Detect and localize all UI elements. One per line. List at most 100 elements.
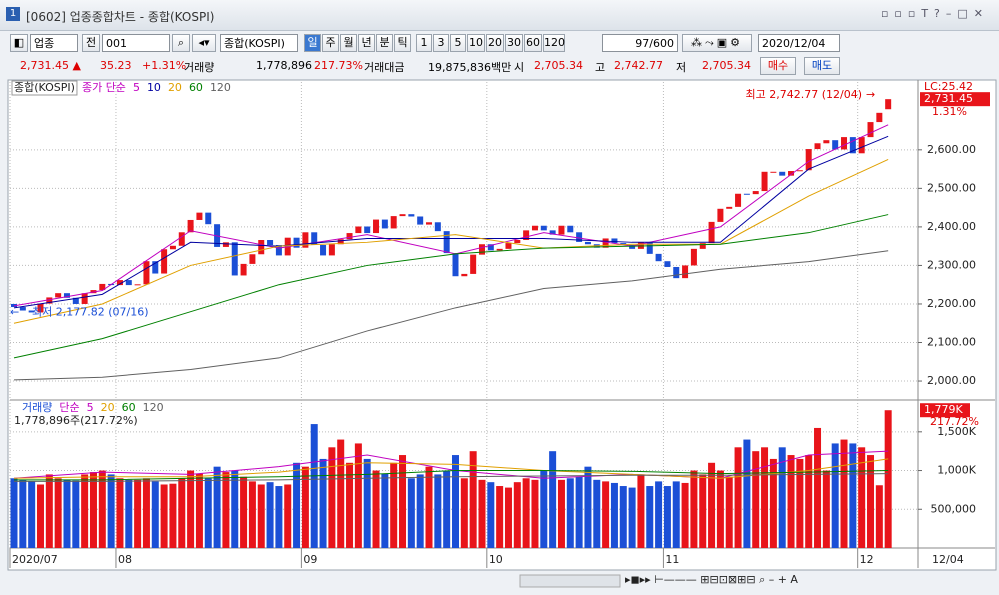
volume-bar <box>549 451 557 548</box>
date-field[interactable]: 2020/12/04 <box>758 34 840 52</box>
legend-entry: 5 <box>133 81 140 94</box>
period-button[interactable]: 1 <box>416 34 432 52</box>
volume-bar <box>399 455 407 548</box>
legend-entry: 10 <box>147 81 161 94</box>
candle <box>549 230 556 235</box>
candle <box>320 245 327 256</box>
x-tick-label: 11 <box>665 553 679 566</box>
period-button[interactable]: 일 <box>304 34 321 52</box>
period-button[interactable]: 주 <box>322 34 339 52</box>
volume-bar <box>602 481 610 548</box>
low: 2,705.34 <box>702 59 751 72</box>
volume-note: 1,778,896주(217.72%) <box>14 414 138 427</box>
label: 고 <box>595 61 606 74</box>
volume-bar <box>63 479 71 548</box>
period-button[interactable]: 틱 <box>394 34 411 52</box>
volume-bar <box>690 470 698 548</box>
volume-bar <box>531 479 539 548</box>
candle <box>540 225 547 231</box>
volume-bar <box>469 451 477 548</box>
nav-buttons[interactable]: ▸◼▸▸ ⊢——— ⊞⊟⊡⊠⊞⊟ ⌕ – + A <box>625 573 798 586</box>
window-title: [0602] 업종종합차트 - 종합(KOSPI) <box>26 10 215 24</box>
volume-bar <box>107 474 115 548</box>
x-tick-label: 12 <box>860 553 874 566</box>
volume-bar <box>116 478 124 548</box>
price: 2,731.45 ▲ <box>20 59 81 72</box>
volume-bar <box>187 470 195 548</box>
candle <box>735 193 742 207</box>
search-button[interactable]: ⌕ <box>172 34 190 52</box>
candle <box>531 225 538 231</box>
candle <box>876 112 883 123</box>
period-button[interactable]: 10 <box>467 34 485 52</box>
candle <box>823 140 830 144</box>
volume-bar <box>337 439 345 548</box>
scroll-thumb[interactable] <box>519 574 621 588</box>
ma-line <box>13 159 889 324</box>
volume-bar <box>381 473 389 548</box>
y-tick-label: 500,000 <box>931 502 977 515</box>
sound-button[interactable]: ◂▾ <box>192 34 216 52</box>
period-button[interactable]: 120 <box>543 34 565 52</box>
candle <box>673 266 680 279</box>
volume-bar <box>125 479 133 548</box>
period-button[interactable]: 3 <box>433 34 449 52</box>
volume-bar <box>840 439 848 548</box>
volume-bar <box>787 455 795 548</box>
legend-entry: 거래량 <box>22 401 52 414</box>
candle <box>258 240 265 255</box>
count-field[interactable]: 97/600 <box>602 34 678 52</box>
y-tick-label: 2,500.00 <box>927 181 976 194</box>
candle <box>832 140 839 150</box>
volume-bar <box>858 447 866 548</box>
volume-bar <box>169 483 177 548</box>
volume-bar <box>284 484 292 548</box>
candle <box>55 293 62 298</box>
sell-button[interactable]: 매도 <box>804 57 840 75</box>
candle <box>152 261 159 274</box>
candle <box>169 245 176 250</box>
candle <box>63 293 70 298</box>
tool-buttons[interactable]: ⁂⤳▣⚙ <box>682 34 752 52</box>
volume-bar <box>672 481 680 548</box>
legend-entry: 종가 단순 <box>82 81 126 94</box>
candle <box>690 248 697 266</box>
window-controls[interactable]: ▫▫▫T?–□✕ <box>880 7 989 20</box>
candle <box>487 244 494 251</box>
period-button[interactable]: 30 <box>505 34 523 52</box>
scroll-bar[interactable] <box>8 572 996 592</box>
volume-bar <box>319 458 327 548</box>
volume-bar <box>293 462 301 548</box>
buy-button[interactable]: 매수 <box>760 57 796 75</box>
volume-bar <box>178 478 186 548</box>
period-button[interactable]: 60 <box>524 34 542 52</box>
volume-bar <box>610 482 618 548</box>
candle <box>293 237 300 248</box>
period-button[interactable]: 월 <box>340 34 357 52</box>
market-select[interactable]: 업종 <box>30 34 78 52</box>
volume-bar <box>81 474 89 548</box>
code-input[interactable]: 001 <box>102 34 170 52</box>
candle <box>885 99 892 110</box>
volume-bar <box>619 486 627 548</box>
period-button[interactable]: 분 <box>376 34 393 52</box>
last-volume: 1,779K <box>924 403 963 416</box>
candle <box>461 273 468 277</box>
period-button[interactable]: 20 <box>486 34 504 52</box>
mode-button[interactable]: 전 <box>82 34 100 52</box>
candle <box>373 219 380 234</box>
volume-bar <box>566 478 574 548</box>
candle <box>796 170 803 172</box>
volume-bar <box>699 474 707 548</box>
period-button[interactable]: 년 <box>358 34 375 52</box>
volume-bar <box>346 462 354 548</box>
candle <box>646 242 653 254</box>
volume-bar <box>363 458 371 548</box>
icon-button[interactable]: ◧ <box>10 34 28 52</box>
period-button[interactable]: 5 <box>450 34 466 52</box>
volume-bar <box>372 470 380 548</box>
candle <box>699 243 706 249</box>
volume-bar <box>425 466 433 548</box>
legend-entry: 종합(KOSPI) <box>14 81 75 94</box>
candle <box>46 297 53 304</box>
